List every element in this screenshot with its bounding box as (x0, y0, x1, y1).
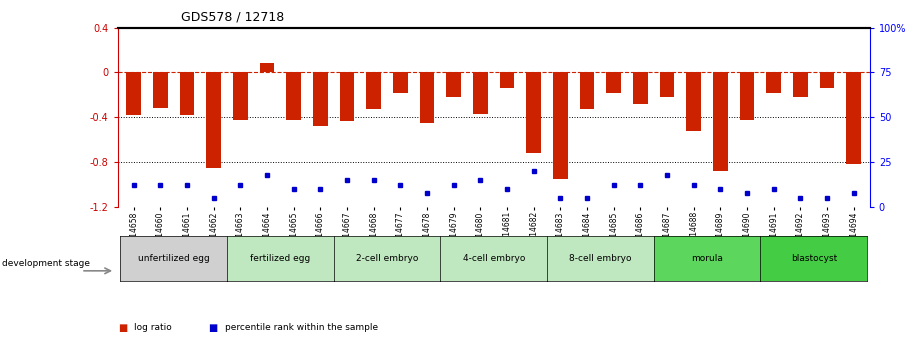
Bar (580, 72, 594, 109)
Bar (500, 72, 515, 88)
Bar (313, 72, 328, 126)
Bar (233, 72, 247, 119)
Bar (286, 72, 301, 119)
Text: blastocyst: blastocyst (791, 254, 837, 263)
Bar (127, 72, 141, 115)
Text: GDS578 / 12718: GDS578 / 12718 (181, 10, 284, 23)
Bar (419, 72, 435, 123)
Bar (393, 72, 408, 92)
Text: fertilized egg: fertilized egg (250, 254, 311, 263)
Bar (153, 72, 168, 108)
Bar (793, 72, 808, 97)
Bar (713, 72, 728, 171)
Text: 4-cell embryo: 4-cell embryo (463, 254, 525, 263)
Bar (660, 72, 674, 97)
Bar (820, 72, 834, 88)
Bar (606, 72, 622, 92)
Bar (366, 72, 381, 109)
Text: log ratio: log ratio (134, 323, 172, 332)
Bar (207, 72, 221, 168)
Bar (687, 72, 701, 131)
Bar (766, 72, 781, 92)
Bar (846, 72, 861, 165)
Text: percentile rank within the sample: percentile rank within the sample (225, 323, 378, 332)
Text: morula: morula (691, 254, 723, 263)
Text: ■: ■ (208, 323, 217, 333)
Bar (473, 72, 487, 114)
Bar (553, 72, 568, 179)
Text: 8-cell embryo: 8-cell embryo (569, 254, 631, 263)
Bar (447, 72, 461, 97)
Text: ■: ■ (118, 323, 127, 333)
Bar (340, 72, 354, 121)
Text: unfertilized egg: unfertilized egg (138, 254, 209, 263)
Bar (179, 72, 195, 115)
Bar (633, 72, 648, 104)
Text: development stage: development stage (2, 259, 90, 268)
Text: 2-cell embryo: 2-cell embryo (356, 254, 419, 263)
Bar (740, 72, 755, 119)
Bar (526, 72, 541, 153)
Bar (260, 63, 275, 72)
